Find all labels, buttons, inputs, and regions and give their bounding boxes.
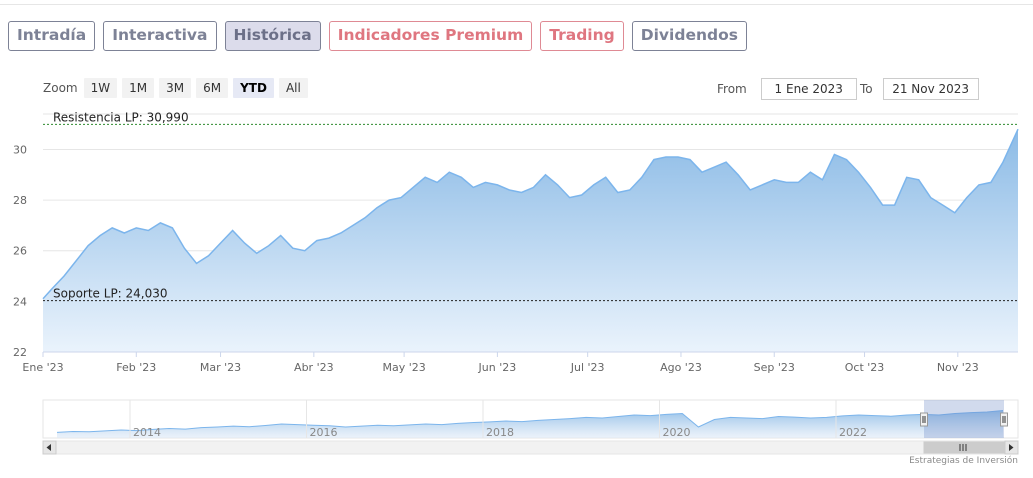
y-axis-ticks: 22 24 26 28 30: [13, 143, 27, 359]
chevron-right-icon: [1009, 444, 1014, 451]
zoom-1m-button[interactable]: 1M: [122, 78, 155, 98]
price-series: [42, 128, 1019, 352]
tab-trading[interactable]: Trading: [540, 21, 624, 51]
navigator-line: [56, 410, 1004, 433]
y-tick-label: 28: [13, 194, 27, 207]
x-axis-ticks: Ene '23 Feb '23 Mar '23 Abr '23 May '23 Jun '…: [22, 351, 1018, 374]
range-to: To 21 Nov 2023: [860, 78, 979, 100]
y-tick-label: 26: [13, 245, 27, 258]
y-tick-label: 30: [13, 143, 27, 156]
range-from: From 1 Ene 2023: [717, 78, 857, 100]
x-tick-label: Nov '23: [937, 361, 979, 374]
chart-tabs: Intradía Interactiva Histórica Indicador…: [8, 21, 755, 51]
x-tick-label: Ago '23: [660, 361, 702, 374]
from-label: From: [717, 82, 747, 96]
navigator[interactable]: 2014 2016 2018 2020 2022: [42, 399, 1019, 455]
zoom-6m-button[interactable]: 6M: [196, 78, 229, 98]
x-tick-label: Oct '23: [845, 361, 885, 374]
x-tick-label: Jul '23: [570, 361, 605, 374]
series-area-fill: [43, 129, 1018, 352]
tab-historica[interactable]: Histórica: [224, 21, 321, 51]
zoom-1w-button[interactable]: 1W: [83, 78, 118, 98]
tab-dividendos[interactable]: Dividendos: [631, 21, 747, 51]
credit-text: Estrategias de Inversión: [909, 456, 1018, 466]
navigator-area: [57, 410, 1003, 438]
level-annotations: Resistencia LP: 30,990 Soporte LP: 24,030: [43, 110, 1018, 302]
navigator-handle-left[interactable]: [920, 412, 928, 427]
zoom-label: Zoom: [43, 81, 78, 95]
y-tick-label: 24: [13, 295, 27, 308]
x-tick-label: May '23: [382, 361, 425, 374]
x-tick-label: Abr '23: [294, 361, 334, 374]
navigator-selection[interactable]: [924, 400, 1004, 438]
navigator-handle-right[interactable]: [1000, 412, 1008, 427]
chevron-left-icon: [46, 444, 51, 451]
resistance-label: Resistencia LP: 30,990: [53, 110, 189, 124]
x-tick-label: Feb '23: [116, 361, 156, 374]
zoom-selector: Zoom 1W 1M 3M 6M YTD All: [43, 78, 313, 98]
navigator-year-label: 2018: [486, 426, 514, 439]
zoom-all-button[interactable]: All: [278, 78, 308, 98]
top-divider: [0, 4, 1033, 5]
x-tick-label: Mar '23: [200, 361, 241, 374]
navigator-year-label: 2016: [310, 426, 338, 439]
series-line: [42, 128, 1019, 300]
navigator-scrollbar-thumb[interactable]: [923, 441, 1005, 454]
tab-intradia[interactable]: Intradía: [8, 21, 96, 51]
support-label: Soporte LP: 24,030: [53, 287, 168, 301]
navigator-year-label: 2020: [663, 426, 691, 439]
x-tick-label: Jun '23: [478, 361, 517, 374]
navigator-year-label: 2022: [839, 426, 867, 439]
navigator-year-label: 2014: [133, 426, 161, 439]
zoom-ytd-button[interactable]: YTD: [233, 78, 274, 98]
y-tick-label: 22: [13, 346, 27, 359]
x-tick-label: Sep '23: [754, 361, 795, 374]
x-tick-label: Ene '23: [22, 361, 63, 374]
navigator-scrollbar-track[interactable]: [42, 440, 1019, 455]
zoom-3m-button[interactable]: 3M: [159, 78, 192, 98]
to-label: To: [860, 82, 873, 96]
to-date-input[interactable]: 21 Nov 2023: [882, 78, 979, 100]
from-date-input[interactable]: 1 Ene 2023: [760, 78, 857, 100]
tab-interactiva[interactable]: Interactiva: [103, 21, 217, 51]
tab-indicadores-premium[interactable]: Indicadores Premium: [328, 21, 533, 51]
